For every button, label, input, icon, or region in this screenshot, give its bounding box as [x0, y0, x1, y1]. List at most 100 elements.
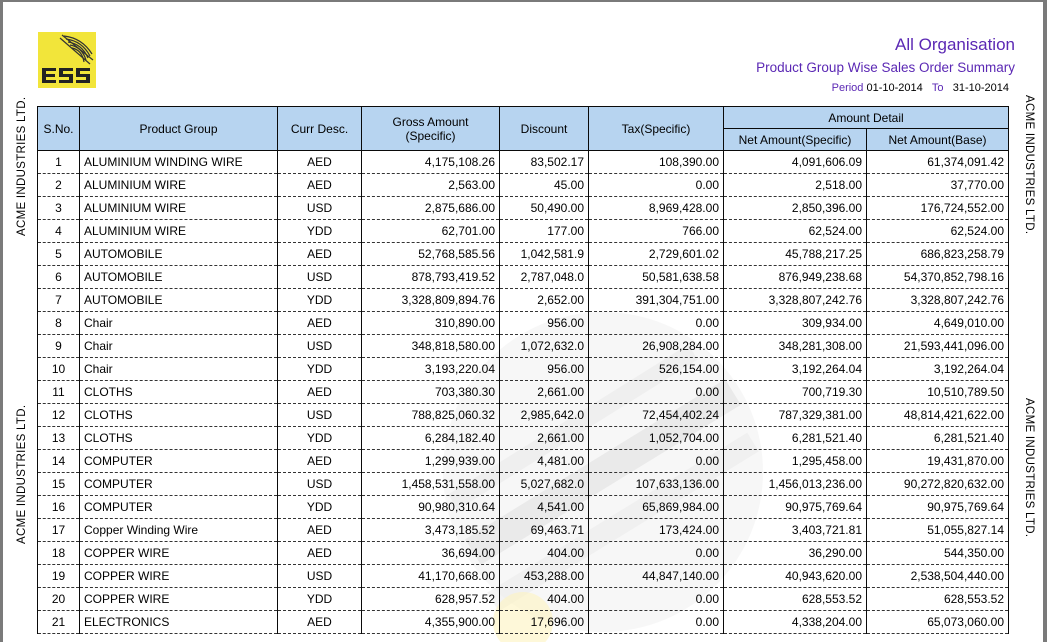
- cell-discount: 4,541.00: [499, 495, 589, 519]
- cell-gross-amount: 6,284,182.40: [361, 426, 500, 450]
- cell-discount: 17,696.00: [499, 610, 589, 634]
- side-text-left-bottom: ACME INDUSTRIES LTD.: [16, 404, 28, 544]
- cell-net-base: 2,538,504,440.00: [866, 564, 1009, 588]
- cell-curr-desc: USD: [277, 472, 362, 496]
- table-row: 8 Chair AED 310,890.00 956.00 0.00 309,934.00 4…: [37, 311, 1009, 335]
- cell-gross-amount: 628,957.52: [361, 587, 500, 611]
- cell-product-group: COPPER WIRE: [79, 564, 278, 588]
- cell-gross-amount: 90,980,310.64: [361, 495, 500, 519]
- cell-discount: 83,502.17: [499, 150, 589, 174]
- col-header-discount: Discount: [499, 106, 589, 151]
- table-row: 11 CLOTHS AED 703,380.30 2,661.00 0.00 700,719…: [37, 380, 1009, 404]
- table-row: 20 COPPER WIRE YDD 628,957.52 404.00 0.00 628,…: [37, 587, 1009, 611]
- table-row: 19 COPPER WIRE USD 41,170,668.00 453,288.00 4…: [37, 564, 1009, 588]
- cell-sno: 19: [37, 564, 80, 588]
- cell-discount: 1,072,632.0: [499, 334, 589, 358]
- col-header-amount-detail: Amount Detail: [723, 106, 1009, 129]
- side-text-right-bottom: ACME INDUSTRIES LTD.: [1023, 398, 1035, 538]
- cell-sno: 1: [37, 150, 80, 174]
- col-header-tax: Tax(Specific): [588, 106, 724, 151]
- period-label: Period: [831, 82, 864, 94]
- cell-tax: 766.00: [588, 219, 724, 243]
- table-row: 10 Chair YDD 3,193,220.04 956.00 526,154.00 3,…: [37, 357, 1009, 381]
- cell-sno: 2: [37, 173, 80, 197]
- cell-net-specific: 1,295,458.00: [723, 449, 867, 473]
- cell-discount: 1,042,581.9: [499, 242, 589, 266]
- cell-gross-amount: 4,355,900.00: [361, 610, 500, 634]
- cell-sno: 13: [37, 426, 80, 450]
- cell-net-base: 628,553.52: [866, 587, 1009, 611]
- report-title: Product Group Wise Sales Order Summary: [756, 60, 1015, 75]
- cell-net-base: 21,593,441,096.00: [866, 334, 1009, 358]
- cell-discount: 404.00: [499, 587, 589, 611]
- cell-product-group: AUTOMOBILE: [79, 288, 278, 312]
- cell-sno: 17: [37, 518, 80, 542]
- cell-net-base: 54,370,852,798.16: [866, 265, 1009, 289]
- cell-sno: 20: [37, 587, 80, 611]
- cell-net-base: 10,510,789.50: [866, 380, 1009, 404]
- cell-net-base: 48,814,421,622.00: [866, 403, 1009, 427]
- cell-product-group: Copper Winding Wire: [79, 518, 278, 542]
- company-logo: [38, 32, 96, 88]
- cell-curr-desc: YDD: [277, 495, 362, 519]
- table-row: 6 AUTOMOBILE USD 878,793,419.52 2,787,048.0 5…: [37, 265, 1009, 289]
- cell-gross-amount: 36,694.00: [361, 541, 500, 565]
- col-header-net-specific: Net Amount(Specific): [723, 128, 867, 151]
- cell-gross-amount: 62,701.00: [361, 219, 500, 243]
- cell-discount: 5,027,682.0: [499, 472, 589, 496]
- cell-net-specific: 40,943,620.00: [723, 564, 867, 588]
- cell-tax: 0.00: [588, 587, 724, 611]
- table-row: 1 ALUMINIUM WINDING WIRE AED 4,175,108.26 83…: [37, 150, 1009, 174]
- cell-curr-desc: AED: [277, 541, 362, 565]
- side-text-right-top: ACME INDUSTRIES LTD.: [1023, 95, 1035, 235]
- cell-discount: 45.00: [499, 173, 589, 197]
- cell-gross-amount: 41,170,668.00: [361, 564, 500, 588]
- cell-net-specific: 628,553.52: [723, 587, 867, 611]
- cell-product-group: AUTOMOBILE: [79, 242, 278, 266]
- cell-gross-amount: 52,768,585.56: [361, 242, 500, 266]
- cell-gross-amount: 1,299,939.00: [361, 449, 500, 473]
- cell-tax: 0.00: [588, 380, 724, 404]
- cell-product-group: ALUMINIUM WIRE: [79, 196, 278, 220]
- cell-net-base: 6,281,521.40: [866, 426, 1009, 450]
- cell-curr-desc: AED: [277, 311, 362, 335]
- cell-net-base: 3,192,264.04: [866, 357, 1009, 381]
- cell-sno: 6: [37, 265, 80, 289]
- table-row: 21 ELECTRONICS AED 4,355,900.00 17,696.00 0.0…: [37, 610, 1009, 634]
- cell-product-group: ELECTRONICS: [79, 610, 278, 634]
- cell-gross-amount: 3,473,185.52: [361, 518, 500, 542]
- col-header-curr-desc: Curr Desc.: [277, 106, 362, 151]
- cell-curr-desc: YDD: [277, 426, 362, 450]
- cell-discount: 956.00: [499, 357, 589, 381]
- cell-tax: 44,847,140.00: [588, 564, 724, 588]
- cell-tax: 107,633,136.00: [588, 472, 724, 496]
- cell-net-base: 686,823,258.79: [866, 242, 1009, 266]
- cell-tax: 526,154.00: [588, 357, 724, 381]
- cell-sno: 5: [37, 242, 80, 266]
- cell-discount: 2,661.00: [499, 426, 589, 450]
- cell-discount: 2,787,048.0: [499, 265, 589, 289]
- cell-discount: 177.00: [499, 219, 589, 243]
- cell-sno: 11: [37, 380, 80, 404]
- table-row: 14 COMPUTER AED 1,299,939.00 4,481.00 0.00 1,2…: [37, 449, 1009, 473]
- table-row: 3 ALUMINIUM WIRE USD 2,875,686.00 50,490.00 8…: [37, 196, 1009, 220]
- cell-sno: 12: [37, 403, 80, 427]
- cell-curr-desc: YDD: [277, 587, 362, 611]
- cell-gross-amount: 703,380.30: [361, 380, 500, 404]
- table-row: 18 COPPER WIRE AED 36,694.00 404.00 0.00 36,29…: [37, 541, 1009, 565]
- cell-product-group: COPPER WIRE: [79, 587, 278, 611]
- cell-curr-desc: YDD: [277, 219, 362, 243]
- cell-curr-desc: AED: [277, 610, 362, 634]
- table-row: 9 Chair USD 348,818,580.00 1,072,632.0 26,908…: [37, 334, 1009, 358]
- cell-net-specific: 876,949,238.68: [723, 265, 867, 289]
- cell-gross-amount: 310,890.00: [361, 311, 500, 335]
- cell-tax: 391,304,751.00: [588, 288, 724, 312]
- cell-tax: 0.00: [588, 541, 724, 565]
- cell-product-group: CLOTHS: [79, 426, 278, 450]
- cell-net-specific: 700,719.30: [723, 380, 867, 404]
- cell-sno: 16: [37, 495, 80, 519]
- cell-product-group: ALUMINIUM WIRE: [79, 219, 278, 243]
- cell-discount: 2,985,642.0: [499, 403, 589, 427]
- organisation-title: All Organisation: [894, 35, 1015, 54]
- logo-icon: [38, 32, 96, 88]
